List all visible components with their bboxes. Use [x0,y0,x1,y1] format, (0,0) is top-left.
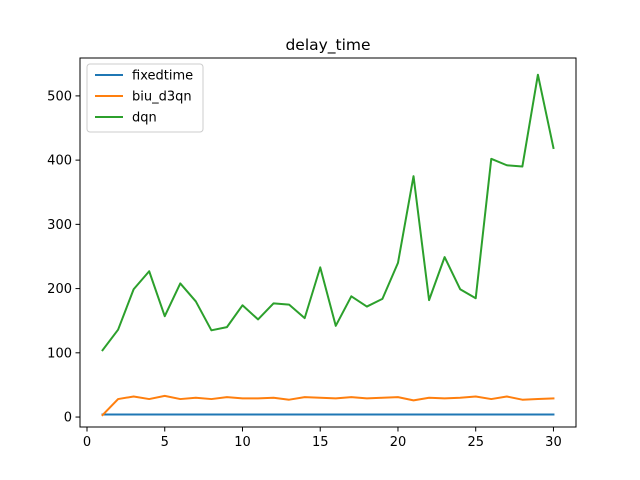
legend-label-biu_d3qn: biu_d3qn [132,90,192,105]
x-tick-label: 25 [467,435,484,450]
x-tick-label: 0 [83,435,91,450]
series-line-dqn [101,73,555,352]
series-line-biu_d3qn [101,394,555,417]
legend-label-fixedtime: fixedtime [132,69,193,84]
series-layer [101,73,555,417]
plot-frame [79,57,577,428]
y-tick-label: 0 [64,411,72,426]
x-tick-label: 5 [161,435,169,450]
x-tick-label: 10 [234,435,251,450]
legend-box [86,63,204,133]
chart-title: delay_time [285,36,370,55]
y-tick-label: 200 [47,282,72,297]
x-tick-label: 30 [545,435,562,450]
y-tick-label: 100 [47,346,72,361]
legend-label-dqn: dqn [132,111,157,126]
y-tick-label: 300 [47,218,72,233]
x-tick-label: 15 [312,435,329,450]
x-tick-label: 20 [390,435,407,450]
y-tick-label: 400 [47,154,72,169]
y-tick-label: 500 [47,89,72,104]
